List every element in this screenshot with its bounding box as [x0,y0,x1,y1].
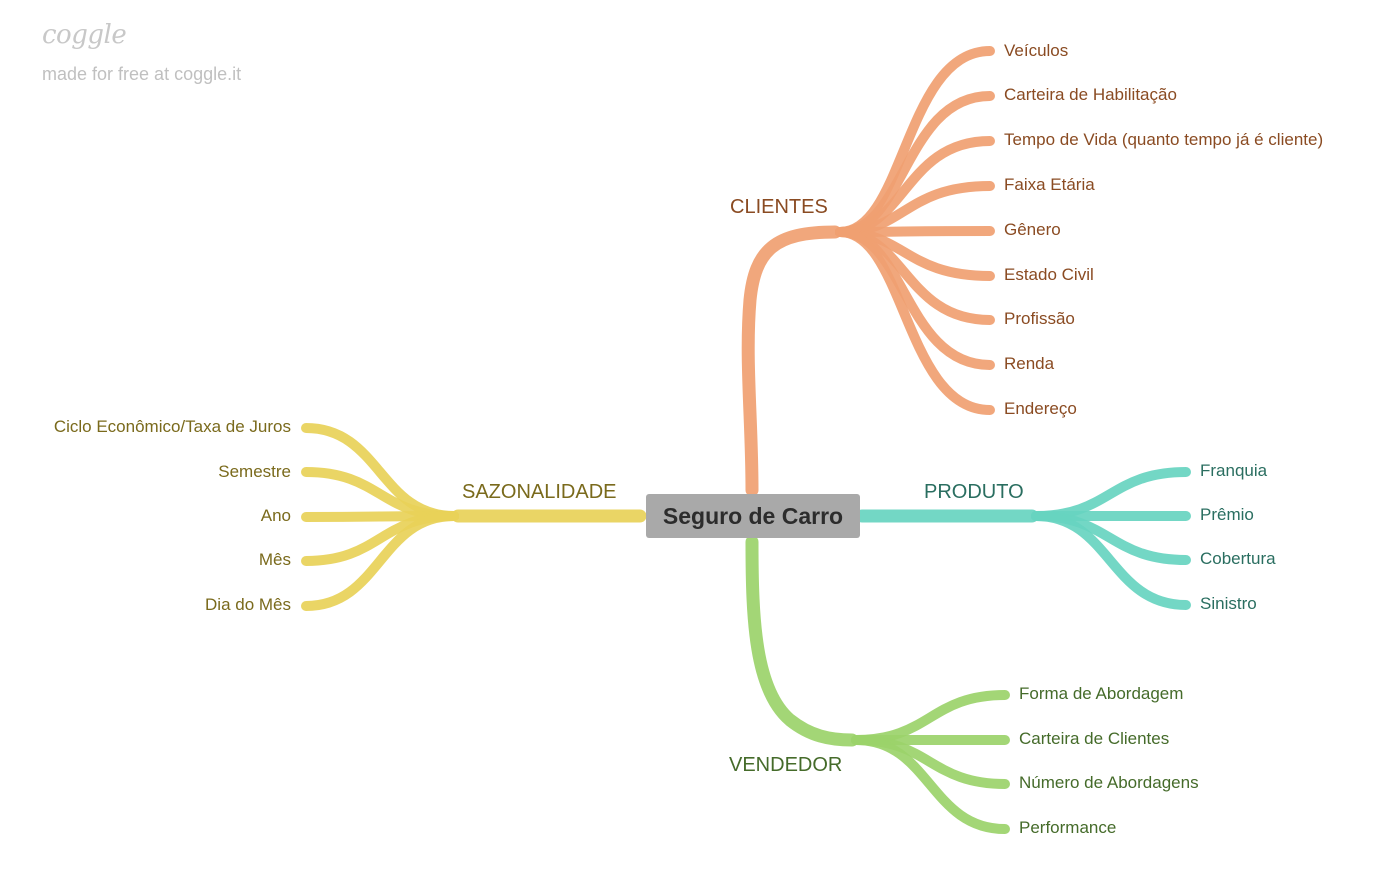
clientes-connectors [741,46,995,497]
produto-item[interactable]: Prêmio [1200,505,1254,524]
clientes-leaf-connector [835,181,995,237]
clientes-item[interactable]: Gênero [1004,220,1061,239]
branch-vendedor-label[interactable]: VENDEDOR [729,754,843,776]
produto-leaf-connector [1031,511,1191,610]
vendedor-leaf-connector [851,735,1010,834]
clientes-item[interactable]: Carteira de Habilitação [1004,85,1177,104]
produto-item[interactable]: Franquia [1200,461,1268,480]
produto-item[interactable]: Cobertura [1200,549,1276,568]
branch-clientes-label[interactable]: CLIENTES [730,196,828,218]
sazonalidade-item[interactable]: Mês [258,550,291,569]
sazonalidade-item[interactable]: Ano [260,506,291,525]
sazonalidade-item[interactable]: Dia do Mês [205,595,291,614]
coggle-logo[interactable]: coggle [42,20,127,50]
produto-leaf-connector [1031,467,1191,521]
clientes-item[interactable]: Faixa Etária [1004,175,1095,194]
vendedor-connectors [745,535,1010,834]
clientes-item[interactable]: Tempo de Vida (quanto tempo já é cliente… [1004,130,1324,149]
vendedor-item[interactable]: Forma de Abordagem [1019,684,1184,703]
sazonalidade-leaf-connector [301,511,459,611]
sazonalidade-connectors [301,423,647,611]
sazonalidade-item[interactable]: Ciclo Econômico/Taxa de Juros [53,417,291,436]
vendedor-trunk [745,535,859,747]
vendedor-item[interactable]: Performance [1019,818,1117,837]
clientes-item[interactable]: Estado Civil [1004,265,1094,284]
sazonalidade-item[interactable]: Semestre [218,462,291,481]
produto-item[interactable]: Sinistro [1200,594,1257,613]
vendedor-leaf-connector [851,690,1010,745]
branch-produto-label[interactable]: PRODUTO [924,481,1024,503]
produto-connectors [855,467,1191,610]
coggle-tagline[interactable]: made for free at coggle.it [42,64,242,84]
clientes-item[interactable]: Endereço [1004,399,1077,418]
clientes-item[interactable]: Profissão [1004,309,1075,328]
vendedor-item[interactable]: Número de Abordagens [1019,773,1199,792]
central-node[interactable]: Seguro de Carro [646,494,860,538]
clientes-item[interactable]: Renda [1004,354,1055,373]
clientes-trunk [741,225,842,497]
branch-sazonalidade-label[interactable]: SAZONALIDADE [462,481,617,503]
clientes-item[interactable]: Veículos [1004,41,1069,60]
vendedor-item[interactable]: Carteira de Clientes [1019,729,1170,748]
clientes-leaf-connector [835,227,995,415]
